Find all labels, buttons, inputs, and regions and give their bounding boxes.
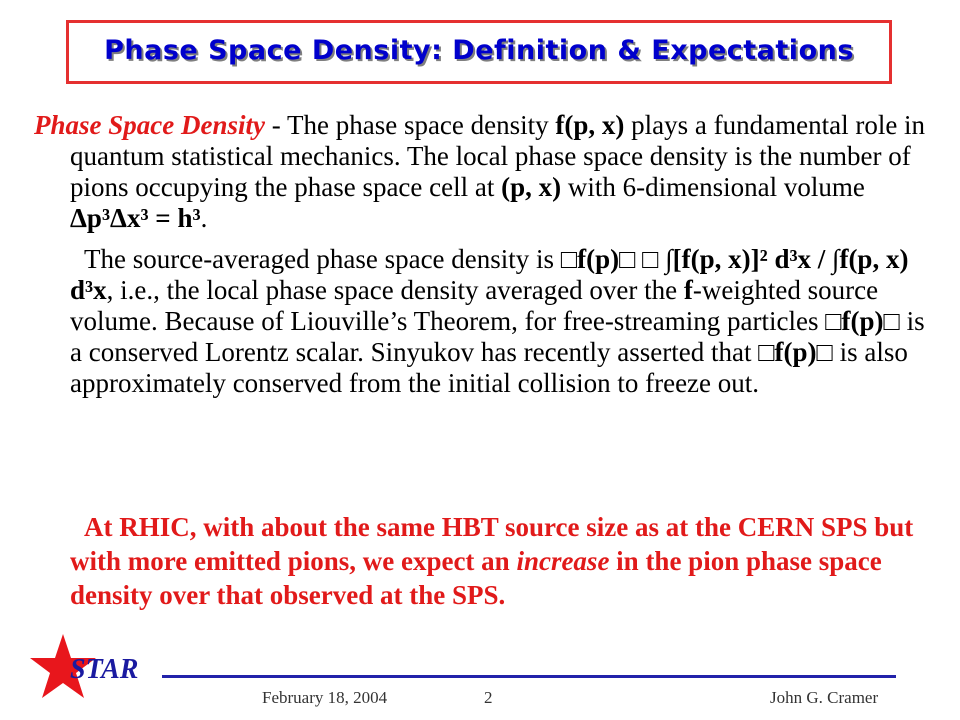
text: . bbox=[200, 203, 208, 233]
footer-date: February 18, 2004 bbox=[262, 688, 388, 707]
equation: □f(p)□ □ ∫[f(p, x)]² d³x / ∫f(p, x) d³x bbox=[70, 244, 909, 305]
text: The source-averaged phase space density … bbox=[84, 244, 561, 274]
symbol: f(p, x) bbox=[555, 110, 625, 140]
text: - The phase space density bbox=[264, 110, 556, 140]
star-logo-text: STAR bbox=[70, 654, 139, 685]
symbol: □f(p)□ bbox=[758, 337, 833, 367]
paragraph-conclusion: At RHIC, with about the same HBT source … bbox=[70, 510, 940, 612]
text: with 6-dimensional volume bbox=[561, 172, 865, 202]
text: in the pion phase space density over tha… bbox=[70, 546, 882, 610]
text: is a conserved Lorentz scalar. Sinyukov … bbox=[70, 306, 925, 367]
slide-body: Phase Space Density - The phase space de… bbox=[34, 110, 934, 409]
star-logo-icon bbox=[30, 634, 96, 698]
emphasis: increase bbox=[516, 546, 610, 576]
footer-author: John G. Cramer bbox=[770, 688, 879, 707]
text: plays a fundamental role in quantum stat… bbox=[70, 110, 926, 202]
equation: Δp³Δx³ = h³ bbox=[70, 203, 201, 233]
symbol: □f(p)□ bbox=[825, 306, 900, 336]
paragraph-definition: Phase Space Density - The phase space de… bbox=[34, 110, 934, 234]
text: is also approximately conserved from the… bbox=[70, 337, 908, 398]
symbol: (p, x) bbox=[501, 172, 562, 202]
title-box: Phase Space Density: Definition & Expect… bbox=[66, 20, 892, 84]
symbol: f bbox=[683, 275, 693, 305]
slide-title: Phase Space Density: Definition & Expect… bbox=[104, 35, 854, 66]
footer-page-number: 2 bbox=[484, 688, 493, 707]
term-label: Phase Space Density bbox=[34, 110, 265, 140]
footer-divider bbox=[162, 675, 896, 678]
text: , i.e., the local phase space density av… bbox=[106, 275, 684, 305]
text: At RHIC, with about the same HBT source … bbox=[70, 512, 914, 576]
text: -weighted source volume. Because of Liou… bbox=[70, 275, 879, 336]
paragraph-source-averaged: The source-averaged phase space density … bbox=[34, 244, 934, 399]
